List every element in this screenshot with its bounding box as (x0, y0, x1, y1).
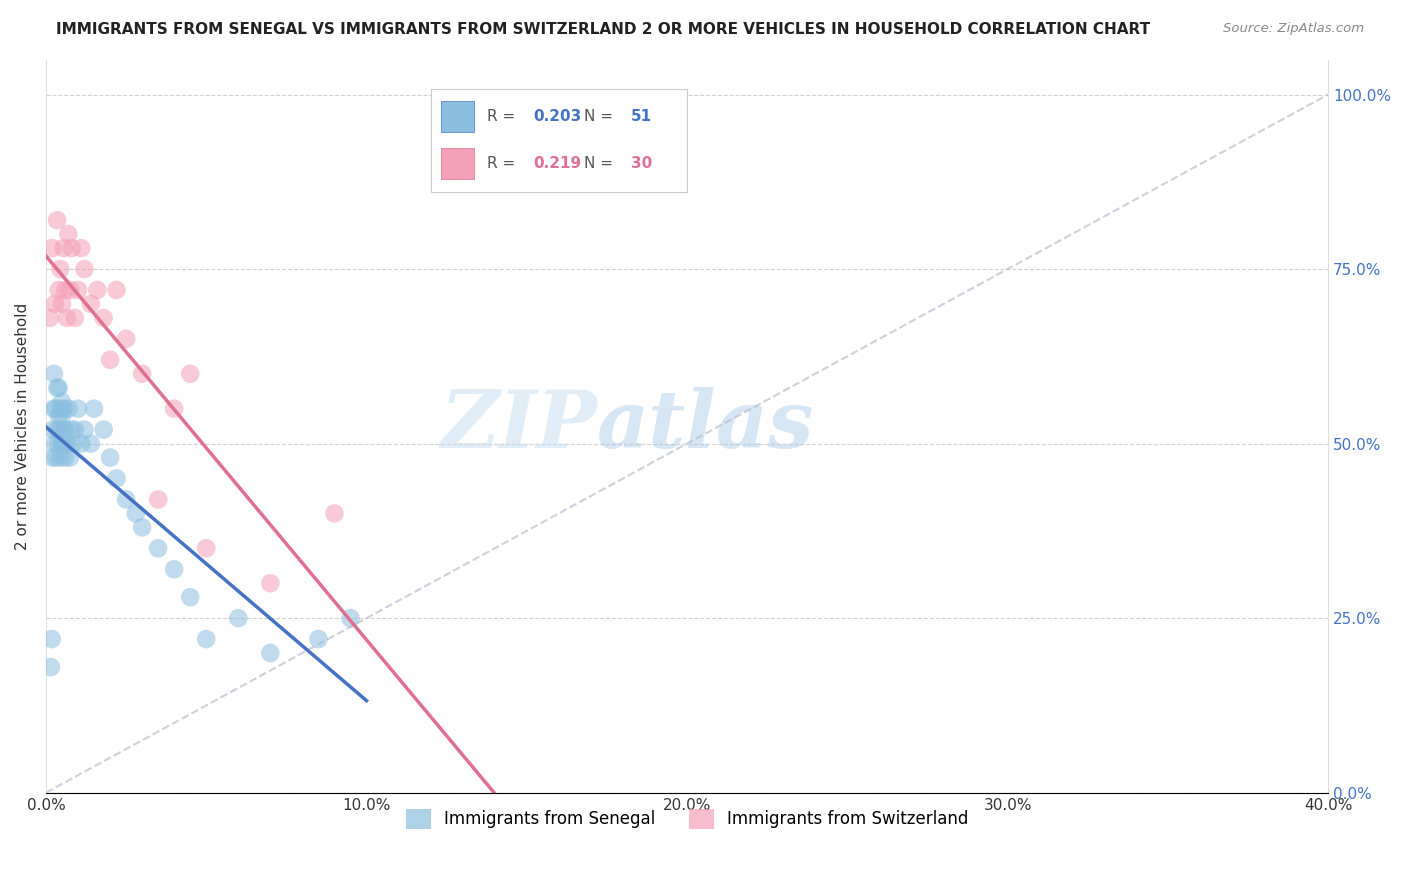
Point (131, 520, 153, 534)
Point (70, 241, 93, 255)
Point (59, 283, 82, 297)
Point (163, 562, 186, 576)
Point (55, 423, 77, 437)
Point (63, 310, 86, 325)
Point (48, 283, 70, 297)
Point (105, 471, 128, 485)
Point (42, 401, 65, 416)
Point (131, 367, 153, 381)
Point (52, 401, 75, 416)
Legend: Immigrants from Senegal, Immigrants from Switzerland: Immigrants from Senegal, Immigrants from… (399, 802, 974, 836)
Point (105, 283, 128, 297)
Point (52, 423, 75, 437)
Point (115, 332, 138, 346)
Point (66, 283, 89, 297)
Point (56, 436, 79, 450)
Point (66, 401, 89, 416)
Point (93, 423, 115, 437)
Point (51, 297, 73, 311)
Point (42, 423, 65, 437)
Point (51, 394, 73, 409)
Point (56, 310, 79, 325)
Point (98, 450, 121, 465)
Point (48, 409, 70, 423)
Point (83, 401, 105, 416)
Point (46, 213, 69, 227)
Y-axis label: 2 or more Vehicles in Household: 2 or more Vehicles in Household (15, 302, 30, 549)
Point (41, 241, 63, 255)
Point (44, 436, 66, 450)
Point (49, 401, 72, 416)
Point (51, 436, 73, 450)
Point (93, 310, 115, 325)
Point (52, 241, 75, 255)
Text: Source: ZipAtlas.com: Source: ZipAtlas.com (1223, 22, 1364, 36)
Point (259, 646, 281, 660)
Point (58, 401, 80, 416)
Point (80, 436, 103, 450)
Point (48, 381, 70, 395)
Point (39, 660, 62, 674)
Point (46, 381, 69, 395)
Point (146, 541, 169, 556)
Point (339, 611, 361, 625)
Point (42, 367, 65, 381)
Point (86, 283, 108, 297)
Point (46, 423, 69, 437)
Point (62, 436, 84, 450)
Point (45, 401, 67, 416)
Point (73, 423, 96, 437)
Point (98, 352, 121, 367)
Point (63, 423, 86, 437)
Point (58, 227, 80, 241)
Point (44, 297, 66, 311)
Point (49, 262, 72, 277)
Point (179, 590, 201, 604)
Point (53, 283, 76, 297)
Point (80, 297, 103, 311)
Point (48, 423, 70, 437)
Point (46, 436, 69, 450)
Point (51, 409, 73, 423)
Point (259, 576, 281, 591)
Point (41, 632, 63, 646)
Point (226, 611, 249, 625)
Point (115, 492, 138, 507)
Point (70, 436, 93, 450)
Point (53, 436, 76, 450)
Point (49, 450, 72, 465)
Point (60, 423, 83, 437)
Point (73, 262, 96, 277)
Point (323, 507, 346, 521)
Point (38, 310, 60, 325)
Text: atlas: atlas (598, 387, 814, 465)
Point (125, 507, 148, 521)
Text: IMMIGRANTS FROM SENEGAL VS IMMIGRANTS FROM SWITZERLAND 2 OR MORE VEHICLES IN HOU: IMMIGRANTS FROM SENEGAL VS IMMIGRANTS FR… (56, 22, 1150, 37)
Point (52, 436, 75, 450)
Point (59, 450, 82, 465)
Text: ZIP: ZIP (440, 387, 598, 465)
Point (45, 450, 67, 465)
Point (307, 632, 329, 646)
Point (195, 632, 218, 646)
Point (195, 541, 218, 556)
Point (41, 450, 63, 465)
Point (53, 450, 76, 465)
Point (163, 401, 186, 416)
Point (179, 367, 201, 381)
Point (146, 492, 169, 507)
Point (60, 241, 83, 255)
